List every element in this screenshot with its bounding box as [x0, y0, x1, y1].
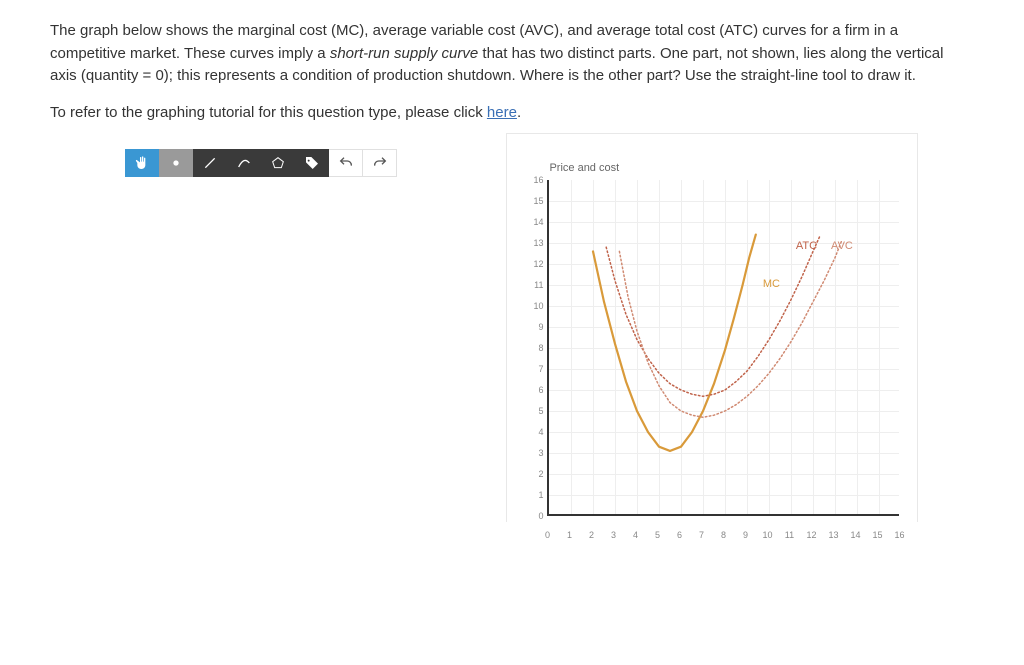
curve-label-avc: AVC	[831, 240, 853, 252]
plot-area[interactable]: MC ATC AVC	[547, 180, 899, 516]
x-tick-label: 4	[633, 530, 638, 540]
chart-axes[interactable]: 012345678910111213141516 MCATCAVC 012345…	[525, 180, 899, 516]
curve-label-mc: MC	[763, 278, 780, 290]
line-tool[interactable]	[193, 149, 227, 177]
y-tick-label: 6	[525, 385, 543, 395]
y-tick-label: 16	[525, 175, 543, 185]
y-tick-label: 10	[525, 301, 543, 311]
y-tick-label: 9	[525, 322, 543, 332]
y-tick-label: 13	[525, 238, 543, 248]
x-tick-label: 6	[677, 530, 682, 540]
x-tick-label: 3	[611, 530, 616, 540]
y-tick-label: 12	[525, 259, 543, 269]
x-tick-label: 16	[894, 530, 904, 540]
y-axis-title: Price and cost	[549, 162, 899, 174]
tutorial-line: To refer to the graphing tutorial for th…	[50, 104, 974, 121]
y-tick-label: 3	[525, 448, 543, 458]
curve-atc	[607, 236, 820, 396]
x-tick-label: 11	[785, 530, 794, 540]
x-tick-label: 1	[567, 530, 572, 540]
tutorial-prefix: To refer to the graphing tutorial for th…	[50, 104, 487, 121]
question-paragraph: The graph below shows the marginal cost …	[50, 20, 974, 88]
y-tick-label: 11	[525, 280, 543, 290]
x-tick-label: 13	[828, 530, 838, 540]
chart-panel: Price and cost 012345678910111213141516 …	[506, 133, 918, 522]
x-tick-label: 2	[589, 530, 594, 540]
point-tool[interactable]	[159, 149, 193, 177]
x-tick-label: 0	[545, 530, 550, 540]
curve-tool[interactable]	[227, 149, 261, 177]
question-text-italic: short-run supply curve	[330, 45, 478, 62]
y-tick-label: 0	[525, 511, 543, 521]
y-tick-label: 8	[525, 343, 543, 353]
x-tick-label: 7	[699, 530, 704, 540]
x-tick-label: 5	[655, 530, 660, 540]
y-tick-label: 2	[525, 469, 543, 479]
redo-tool[interactable]	[363, 149, 397, 177]
y-tick-label: 5	[525, 406, 543, 416]
polygon-tool[interactable]	[261, 149, 295, 177]
hand-tool[interactable]	[125, 149, 159, 177]
undo-tool[interactable]	[329, 149, 363, 177]
x-tick-label: 14	[850, 530, 860, 540]
x-tick-label: 8	[721, 530, 726, 540]
x-tick-label: 10	[762, 530, 772, 540]
x-tick-label: 9	[743, 530, 748, 540]
y-tick-label: 14	[525, 217, 543, 227]
x-tick-label: 12	[806, 530, 816, 540]
curve-mc	[593, 234, 756, 450]
tutorial-link[interactable]: here	[487, 104, 517, 121]
graph-toolbar	[125, 149, 397, 177]
tutorial-suffix: .	[517, 104, 521, 121]
curve-label-atc: ATC	[796, 240, 817, 252]
y-tick-label: 7	[525, 364, 543, 374]
y-tick-label: 1	[525, 490, 543, 500]
y-tick-label: 15	[525, 196, 543, 206]
tag-tool[interactable]	[295, 149, 329, 177]
x-tick-label: 15	[872, 530, 882, 540]
y-tick-label: 4	[525, 427, 543, 437]
